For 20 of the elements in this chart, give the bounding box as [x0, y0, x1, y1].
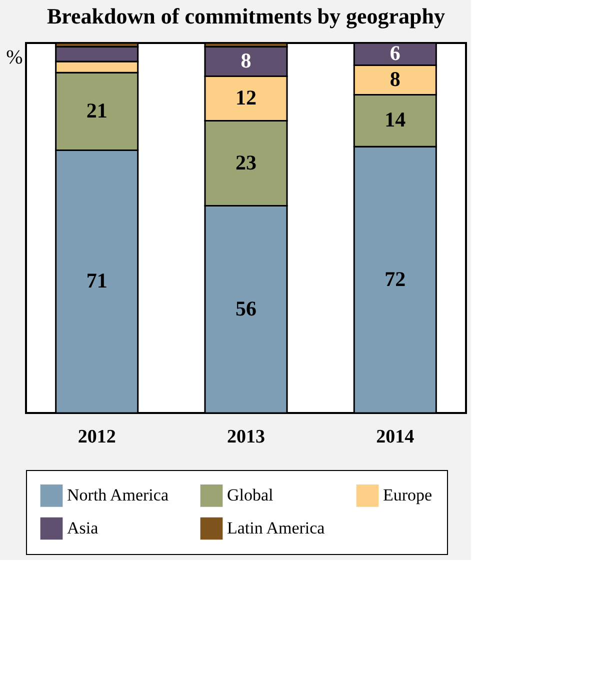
data-label: 72: [384, 266, 406, 291]
legend-label: Asia: [67, 518, 99, 538]
data-label: 14: [384, 108, 406, 132]
x-tick-label: 2013: [227, 426, 265, 448]
legend-label: North America: [67, 486, 169, 505]
data-label: 71: [86, 268, 108, 293]
legend-label: Latin America: [227, 518, 326, 538]
legend-label: Global: [227, 486, 274, 505]
data-label: 6: [390, 41, 400, 66]
legend-label: Europe: [383, 486, 432, 505]
data-label: 12: [236, 86, 256, 110]
y-axis-title: %: [6, 46, 23, 68]
data-label: 21: [86, 98, 108, 122]
data-label: 23: [236, 150, 256, 174]
chart-title: Breakdown of commitments by geography: [46, 3, 446, 28]
x-tick-label: 2012: [78, 426, 116, 448]
x-tick-label: 2014: [376, 426, 415, 448]
data-label: 8: [240, 48, 252, 72]
data-label: 8: [390, 67, 400, 91]
data-label: 56: [236, 296, 256, 320]
